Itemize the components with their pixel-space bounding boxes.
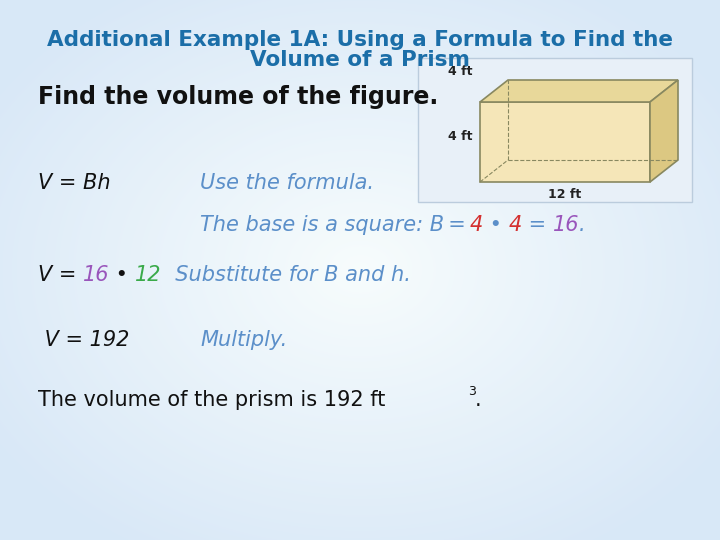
Text: 12 ft: 12 ft: [549, 188, 582, 201]
FancyBboxPatch shape: [418, 58, 692, 202]
Text: Use the formula.: Use the formula.: [200, 173, 374, 193]
Text: Multiply.: Multiply.: [200, 330, 287, 350]
Text: Substitute for B and h.: Substitute for B and h.: [161, 265, 410, 285]
Text: 16: 16: [83, 265, 109, 285]
Text: The base is a square: B =: The base is a square: B =: [200, 215, 470, 235]
Text: The volume of the prism is 192 ft: The volume of the prism is 192 ft: [38, 390, 385, 410]
Text: =: =: [522, 215, 553, 235]
Text: Volume of a Prism: Volume of a Prism: [250, 50, 470, 70]
Text: V = Bh: V = Bh: [38, 173, 111, 193]
Text: Additional Example 1A: Using a Formula to Find the: Additional Example 1A: Using a Formula t…: [47, 30, 673, 50]
Text: 4: 4: [509, 215, 522, 235]
Text: V = 192: V = 192: [38, 330, 130, 350]
Polygon shape: [650, 80, 678, 182]
Text: 16: 16: [553, 215, 580, 235]
Text: 4 ft: 4 ft: [448, 131, 472, 144]
Text: V =: V =: [38, 265, 83, 285]
Text: .: .: [474, 390, 482, 410]
Text: 3: 3: [468, 385, 476, 398]
Text: 4 ft: 4 ft: [448, 65, 472, 78]
Text: .: .: [580, 215, 586, 235]
Text: Find the volume of the figure.: Find the volume of the figure.: [38, 85, 438, 109]
Polygon shape: [480, 80, 678, 102]
Polygon shape: [480, 102, 650, 182]
Text: •: •: [483, 215, 509, 235]
Text: •: •: [109, 265, 135, 285]
Text: 12: 12: [135, 265, 161, 285]
Text: 4: 4: [470, 215, 483, 235]
